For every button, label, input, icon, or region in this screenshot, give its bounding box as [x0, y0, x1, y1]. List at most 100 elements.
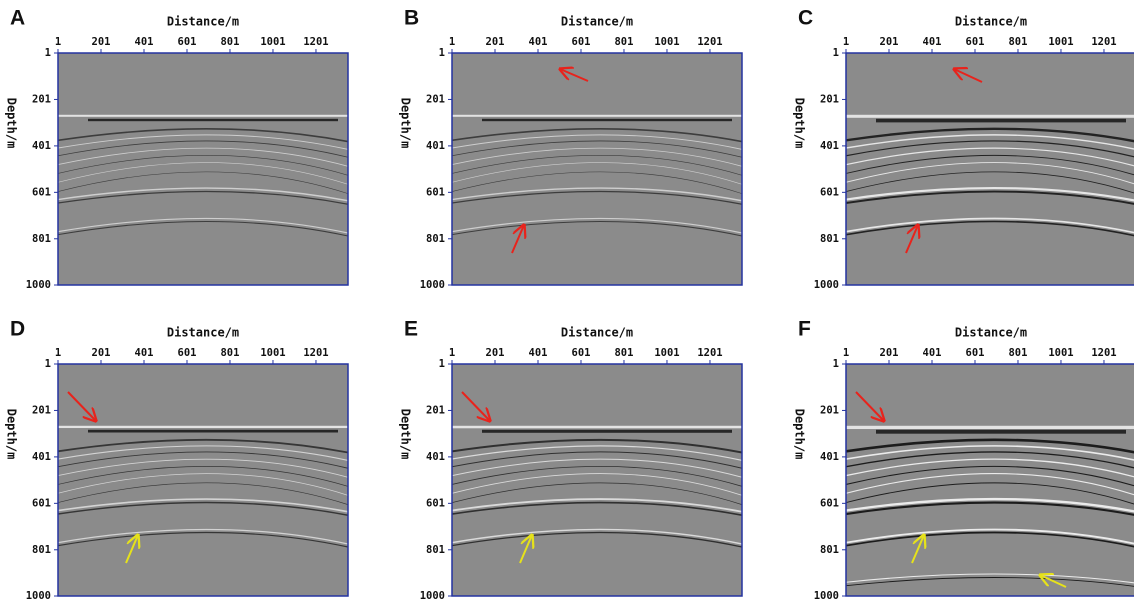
- reflector: [846, 473, 1134, 496]
- x-tick-label: 601: [178, 347, 197, 359]
- y-tick-label: 401: [426, 451, 445, 463]
- y-tick-label: 201: [820, 404, 839, 416]
- y-tick-label: 1000: [420, 590, 445, 602]
- y-tick-label: 201: [426, 404, 445, 416]
- reflector: [876, 118, 1126, 123]
- reflector: [452, 134, 742, 150]
- x-tick-label: 1: [55, 36, 61, 48]
- x-tick-label: 601: [178, 36, 197, 48]
- y-tick-label: 1: [45, 358, 51, 370]
- x-tick-label: 1001: [260, 36, 285, 48]
- x-tick-label: 401: [923, 347, 942, 359]
- reflector: [846, 190, 1134, 205]
- reflector: [846, 482, 1134, 505]
- x-tick-label: 401: [529, 347, 548, 359]
- y-tick-label: 1: [833, 47, 839, 59]
- arrow: [954, 69, 983, 83]
- reflector: [452, 171, 742, 194]
- x-tick-label: 201: [486, 347, 505, 359]
- y-axis-title: Depth/m: [5, 98, 19, 149]
- y-tick-label: 601: [32, 186, 51, 198]
- reflector: [846, 162, 1134, 185]
- reflector: [58, 473, 348, 496]
- seismic-image: [58, 114, 348, 237]
- y-tick-label: 801: [426, 544, 445, 556]
- x-tick-label: 801: [614, 347, 633, 359]
- x-tick-label: 801: [220, 36, 239, 48]
- x-tick-label: 401: [529, 36, 548, 48]
- reflector: [452, 220, 742, 237]
- reflector: [58, 162, 348, 185]
- reflector: [846, 147, 1134, 167]
- y-axis-title: Depth/m: [793, 98, 807, 149]
- panel: B1 201 401 601 801 1001 120112014016018011000D…: [399, 7, 743, 291]
- y-tick-label: 1000: [814, 590, 839, 602]
- reflector: [58, 114, 348, 117]
- x-tick-label: 601: [572, 36, 591, 48]
- panel: D1 201 401 601 801 1001 120112014016018011000D…: [5, 318, 349, 602]
- reflector: [846, 220, 1134, 237]
- x-tick-label: 601: [966, 36, 985, 48]
- reflector: [846, 425, 1134, 430]
- x-tick-label: 1: [55, 347, 61, 359]
- reflector: [452, 128, 742, 143]
- reflector: [58, 134, 348, 150]
- reflector: [58, 217, 348, 234]
- x-tick-label: 1201: [1091, 36, 1116, 48]
- reflector: [452, 531, 742, 548]
- x-tick-label: 201: [92, 36, 111, 48]
- arrow: [67, 391, 96, 421]
- reflector: [846, 577, 1134, 587]
- reflector: [88, 118, 338, 122]
- panel-label: D: [10, 318, 25, 341]
- image-bg: [846, 364, 1134, 596]
- y-tick-label: 201: [32, 404, 51, 416]
- reflector: [88, 429, 338, 433]
- y-tick-label: 801: [820, 233, 839, 245]
- x-axis-title: Distance/m: [561, 15, 633, 29]
- x-tick-label: 1201: [303, 36, 328, 48]
- reflector: [452, 458, 742, 478]
- y-axis-title: Depth/m: [399, 409, 413, 460]
- panel-label: F: [798, 318, 811, 341]
- reflector: [58, 425, 348, 429]
- seismic-image: [58, 425, 348, 548]
- panel: C1 201 401 601 801 1001 120112014016018011000D…: [793, 7, 1134, 291]
- y-tick-label: 1000: [814, 279, 839, 291]
- panel-label: C: [798, 7, 813, 30]
- seismic-image: [846, 425, 1134, 587]
- arrow: [855, 391, 884, 421]
- arrow: [519, 535, 532, 564]
- y-axis-title: Depth/m: [399, 98, 413, 149]
- image-frame: [57, 52, 349, 286]
- panel: E1 201 401 601 801 1001 120112014016018011000D…: [399, 318, 743, 602]
- reflector: [58, 187, 348, 202]
- x-tick-label: 801: [1008, 347, 1027, 359]
- reflector: [452, 190, 742, 205]
- x-tick-label: 801: [614, 36, 633, 48]
- y-tick-label: 601: [426, 497, 445, 509]
- y-tick-label: 1000: [26, 590, 51, 602]
- arrow: [511, 225, 524, 254]
- x-axis-title: Distance/m: [167, 15, 239, 29]
- reflector: [452, 451, 742, 469]
- y-axis-title: Depth/m: [793, 409, 807, 460]
- reflector: [846, 217, 1134, 234]
- reflector: [846, 445, 1134, 461]
- reflector: [482, 429, 732, 433]
- x-tick-label: 1: [843, 36, 849, 48]
- y-tick-label: 401: [820, 140, 839, 152]
- image-frame: [451, 52, 743, 286]
- reflector: [58, 451, 348, 469]
- y-tick-label: 201: [426, 93, 445, 105]
- reflector: [58, 531, 348, 548]
- seismic-image: [452, 114, 742, 237]
- x-tick-label: 1201: [697, 347, 722, 359]
- x-tick-label: 1001: [1048, 36, 1073, 48]
- x-tick-label: 401: [135, 347, 154, 359]
- reflector: [58, 458, 348, 478]
- x-tick-label: 801: [220, 347, 239, 359]
- panel-label: B: [404, 7, 419, 30]
- y-tick-label: 601: [820, 186, 839, 198]
